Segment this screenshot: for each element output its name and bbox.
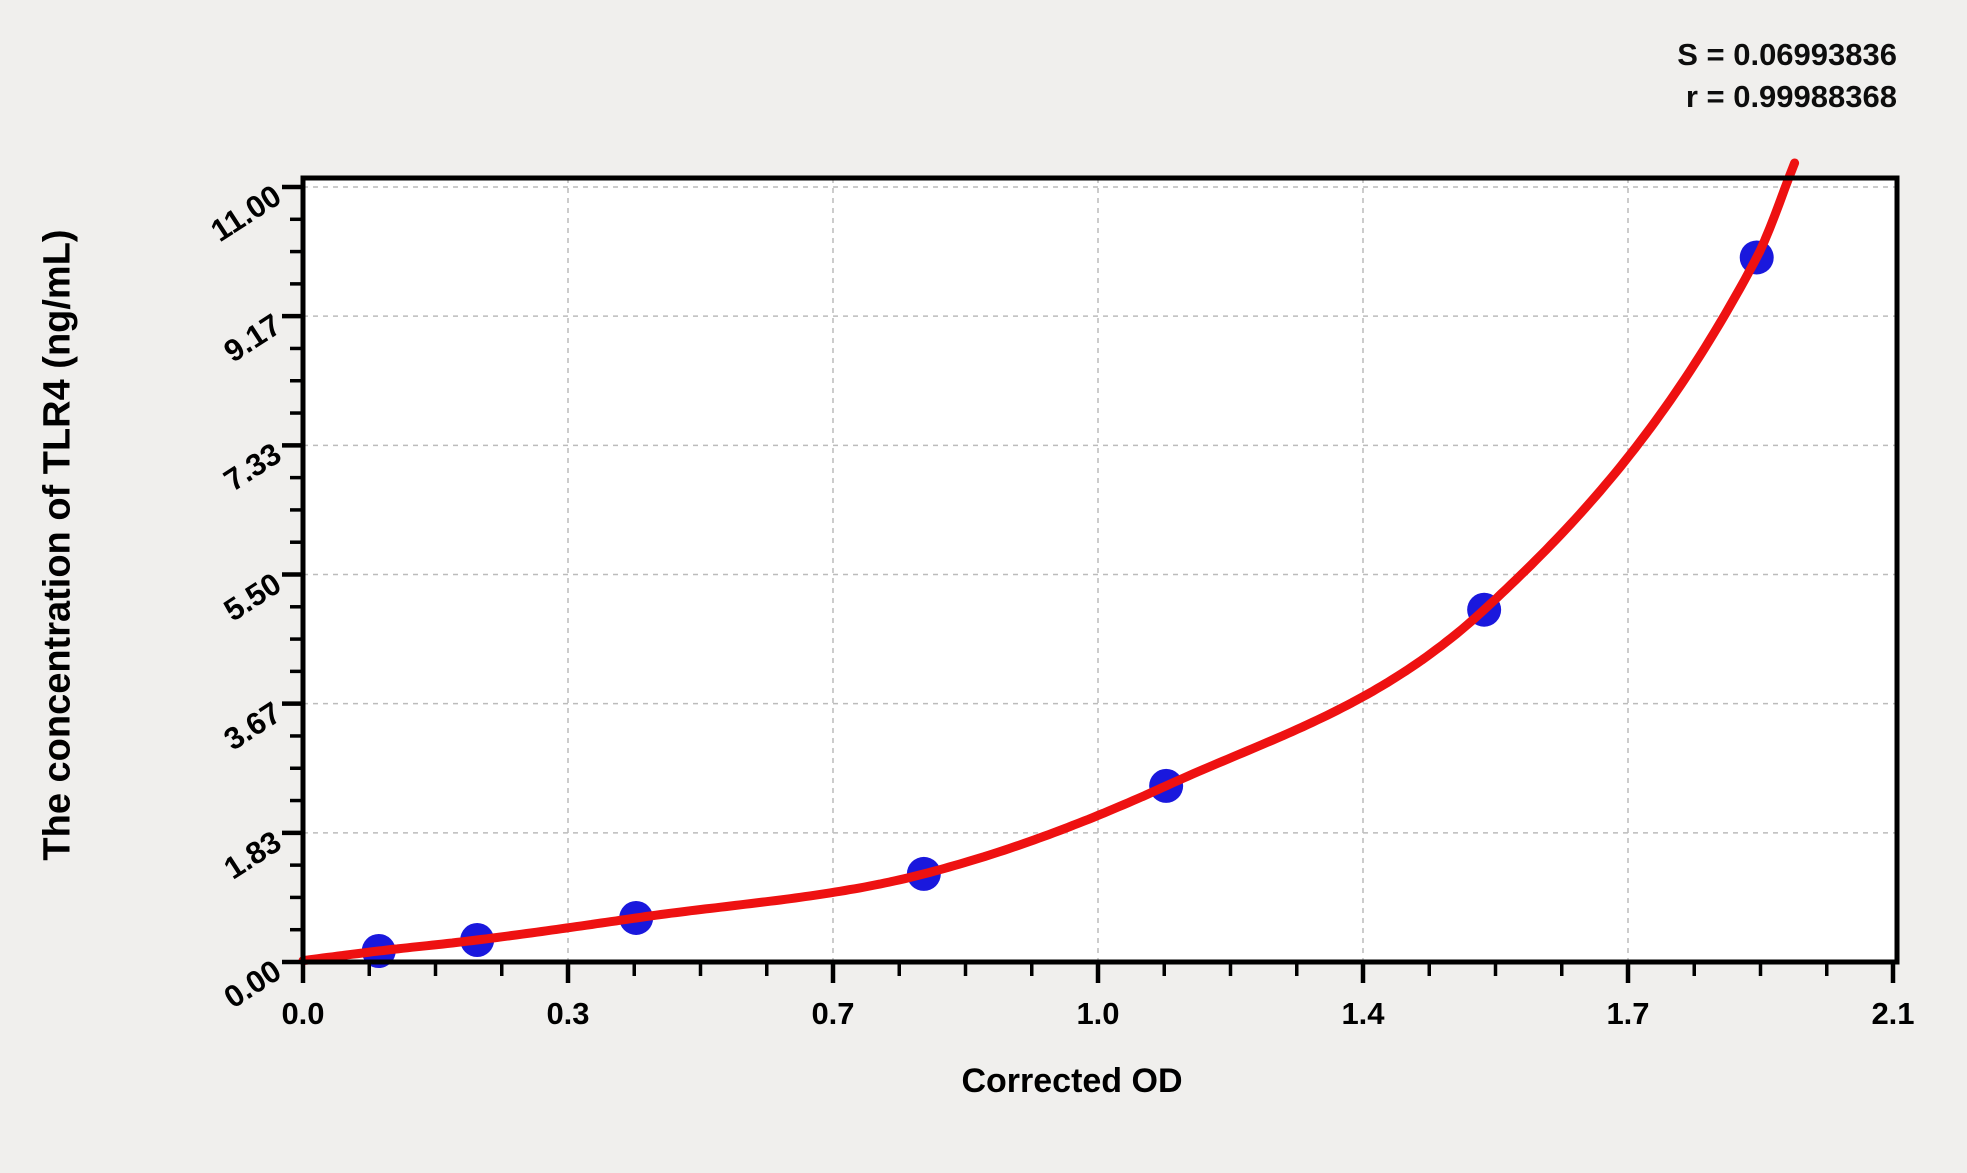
plot-area: [303, 178, 1897, 962]
x-tick-label: 1.7: [1606, 996, 1650, 1031]
x-tick-label: 0.3: [546, 996, 590, 1031]
x-tick-label: 0.7: [811, 996, 855, 1031]
stat-r-value: r = 0.99988368: [1685, 79, 1897, 114]
y-axis-title: The concentration of TLR4 (ng/mL): [36, 229, 79, 861]
fit-curve: [298, 158, 1800, 966]
x-tick-label: 1.0: [1076, 996, 1120, 1031]
x-tick-label: 1.4: [1341, 996, 1385, 1031]
x-tick-label: 0.0: [281, 996, 325, 1031]
stat-s-value: S = 0.06993836: [1677, 37, 1897, 72]
fit-statistics: S = 0.06993836 r = 0.99988368: [1677, 34, 1897, 118]
x-tick-label: 2.1: [1871, 996, 1915, 1031]
x-axis-title: Corrected OD: [961, 1062, 1183, 1100]
